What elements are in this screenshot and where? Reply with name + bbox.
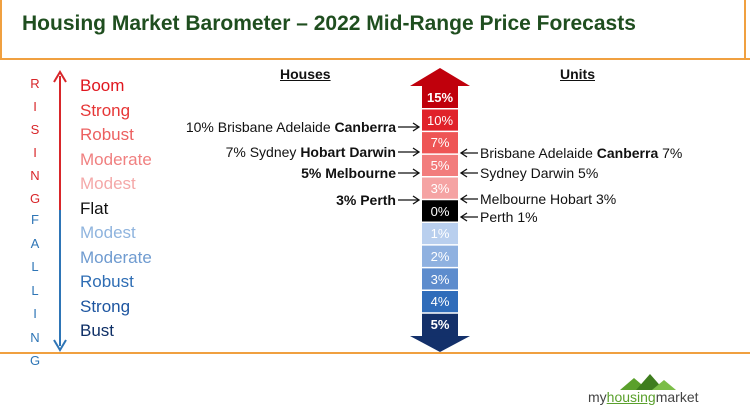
barometer-cell-label: 1% <box>430 226 450 242</box>
myhousingmarket-logo: myhousingmarket <box>588 372 723 406</box>
scale-arrow-up-head <box>53 70 67 83</box>
barometer-up-head <box>410 68 470 86</box>
scale-arrow <box>53 70 67 352</box>
houses-heading: Houses <box>280 66 331 82</box>
barometer-cell <box>422 199 458 223</box>
houses-pointer-arrow-head <box>412 122 421 132</box>
scale-arrow-down-head <box>53 339 67 352</box>
scale-item: Boom <box>80 76 125 95</box>
houses-pointer-arrow-head <box>412 195 421 205</box>
units-pointer-arrow-head <box>459 212 468 222</box>
units-pointer-arrow-head <box>459 168 468 178</box>
barometer-cell <box>422 222 458 246</box>
rising-letter: S <box>30 122 40 137</box>
barometer-cell-label: 7% <box>430 135 450 151</box>
barometer-cell-label: 3% <box>430 271 450 287</box>
scale-item: Robust <box>80 125 134 144</box>
houses-pointer-arrow-head <box>412 168 421 178</box>
barometer-cell <box>422 108 458 132</box>
falling-letter: I <box>33 306 37 321</box>
barometer-cell <box>422 244 458 269</box>
right-frame-edge <box>744 0 746 60</box>
barometer-cell <box>422 313 458 337</box>
units-callout: Sydney Darwin 5% <box>480 165 599 181</box>
page-title: Housing Market Barometer – 2022 Mid-Rang… <box>22 12 636 35</box>
falling-letter: L <box>31 259 39 274</box>
barometer-cell-label: 5% <box>430 317 450 332</box>
barometer-cell <box>422 267 458 291</box>
units-callout: Melbourne Hobart 3% <box>480 191 617 207</box>
barometer-cell-label: 0% <box>430 203 450 219</box>
barometer-cell-label: 10% <box>426 112 454 128</box>
barometer-cell-label: 5% <box>430 158 450 174</box>
rising-letter: G <box>29 191 41 206</box>
scale-item: Modest <box>80 174 136 193</box>
falling-letter: F <box>31 212 39 227</box>
barometer-cell <box>422 176 458 200</box>
scale-item: Modest <box>80 223 136 242</box>
barometer-cell-label: 15% <box>426 90 454 105</box>
scale-item: Moderate <box>80 149 152 169</box>
units-heading: Units <box>560 66 595 82</box>
houses-callout: 10% Brisbane Adelaide Canberra <box>185 119 396 135</box>
rising-letter: N <box>30 168 40 183</box>
rising-letter: I <box>33 145 37 160</box>
houses-callout: 7% Sydney Hobart Darwin <box>225 144 396 160</box>
falling-letter: N <box>30 329 40 345</box>
houses-pointer-arrow-head <box>412 147 421 157</box>
house-roofs-icon <box>620 374 676 390</box>
barometer-down-head <box>410 336 470 352</box>
falling-letter: A <box>30 235 40 251</box>
barometer-cell <box>422 86 458 110</box>
barometer-cell <box>422 290 458 314</box>
scale-item: Moderate <box>80 247 152 267</box>
units-callout: Perth 1% <box>480 209 538 225</box>
left-frame-edge <box>0 0 2 60</box>
bottom-divider <box>0 352 750 354</box>
barometer-cell <box>422 131 458 155</box>
barometer-cell <box>422 154 458 178</box>
logo-wordmark: myhousingmarket <box>588 389 699 405</box>
units-pointer-arrow-head <box>459 148 468 158</box>
scale-item: Strong <box>80 296 131 316</box>
top-divider <box>0 58 750 60</box>
barometer-cell-label: 2% <box>430 248 450 264</box>
scale-item: Strong <box>80 100 131 120</box>
scale-item: Flat <box>80 198 109 218</box>
scale-item: Bust <box>80 321 115 340</box>
barometer-cell-label: 4% <box>430 294 450 310</box>
barometer-cell-label: 3% <box>430 180 450 196</box>
rising-letter: R <box>30 76 40 91</box>
houses-callout: 3% Perth <box>336 192 396 208</box>
houses-callout: 5% Melbourne <box>301 165 396 181</box>
falling-letter: L <box>31 282 39 298</box>
scale-item: Robust <box>80 272 134 291</box>
units-pointer-arrow-head <box>459 194 468 204</box>
units-callout: Brisbane Adelaide Canberra 7% <box>480 145 683 161</box>
rising-letter: I <box>33 99 37 114</box>
falling-letter: G <box>29 353 41 368</box>
